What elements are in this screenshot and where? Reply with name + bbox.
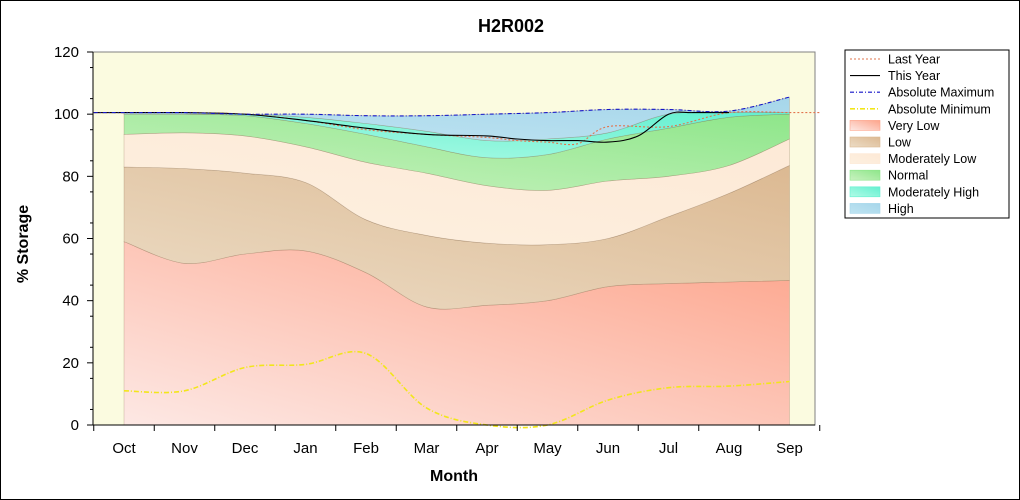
line-absolute-minimum [123,350,790,429]
x-tick-label: Jun [596,440,620,457]
x-axis-title: Month [430,468,478,485]
x-tick-label: Nov [171,440,198,457]
y-tick-label: 40 [62,293,79,310]
legend-item-absolute-maximum: Absolute Maximum [850,86,994,100]
x-tick-label: Apr [475,440,498,457]
legend-label: This Year [888,69,940,83]
legend-label: Last Year [888,53,940,67]
legend: Last Year This Year Absolute Maximum Absolu… [844,49,1010,219]
x-tick-label: Feb [353,440,379,457]
legend-label: Low [888,136,912,150]
legend-item-moderately-high: Moderately High [849,185,979,199]
legend-item-very-low: Very Low [849,119,940,133]
chart-title: H2R002 [478,16,544,36]
legend-item-normal: Normal [849,169,928,183]
lines-layer [93,96,820,429]
legend-item-moderately-low: Moderately Low [849,152,977,166]
y-tick-label: 100 [54,106,79,123]
band-moderately-high [123,111,790,159]
bands-layer [123,96,790,426]
legend-label: Normal [888,169,928,183]
x-tick-label: Mar [414,440,440,457]
legend-item-this-year: This Year [850,69,940,83]
legend-item-low: Low [849,136,912,150]
x-tick-label: Sep [776,440,803,457]
axes-layer: 0 20 40 60 80 100 120 Oct Nov Dec Jan Feb Mar Apr May J… [54,44,821,457]
legend-swatch [849,169,881,181]
legend-label: Absolute Minimum [888,102,991,116]
legend-item-absolute-minimum: Absolute Minimum [850,102,991,116]
legend-label: Moderately High [888,185,979,199]
legend-item-last-year: Last Year [850,53,940,67]
band-normal [123,113,790,191]
legend-label: High [888,202,914,216]
legend-swatch [849,153,881,164]
legend-label: Absolute Maximum [888,86,994,100]
legend-swatch [849,203,881,214]
x-tick-label: Dec [232,440,259,457]
x-tick-label: Jul [659,440,678,457]
y-axis-title: % Storage [15,205,32,283]
x-tick-label: Oct [112,440,136,457]
y-tick-label: 80 [62,168,79,185]
x-tick-label: May [533,440,562,457]
x-tick-label: Aug [716,440,743,457]
x-tick-label: Jan [293,440,317,457]
y-tick-label: 20 [62,355,79,372]
y-tick-label: 120 [54,44,79,61]
legend-label: Very Low [888,119,940,133]
legend-swatch [849,186,881,198]
legend-swatch [849,120,881,131]
legend-label: Moderately Low [888,152,977,166]
legend-item-high: High [849,202,914,216]
line-absolute-maximum [93,96,790,117]
y-tick-label: 0 [71,417,79,434]
y-tick-label: 60 [62,231,79,248]
legend-swatch [849,136,881,148]
